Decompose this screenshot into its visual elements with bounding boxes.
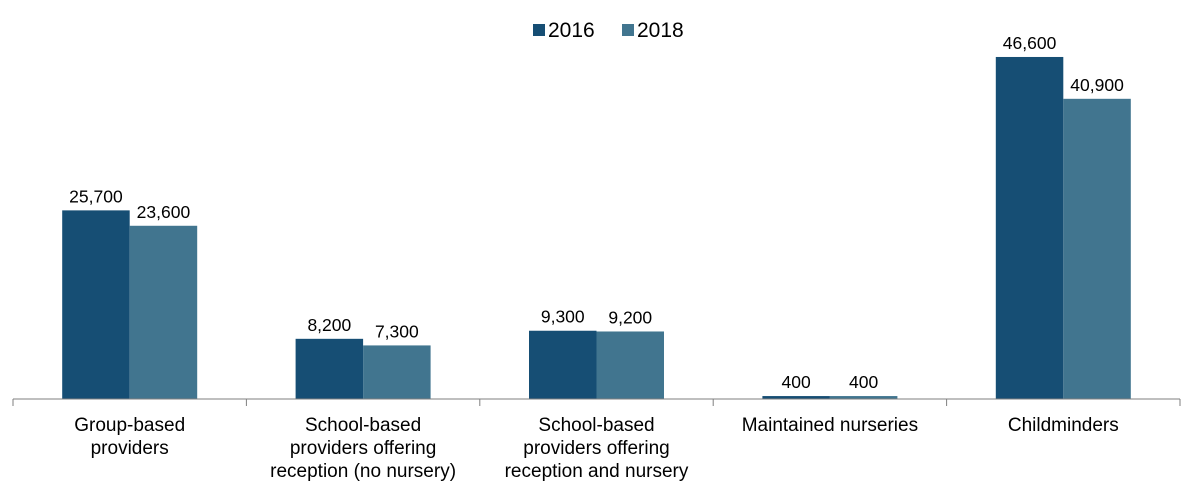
bars-group bbox=[62, 56, 1131, 399]
data-label-2016-cat-0: 25,700 bbox=[69, 186, 123, 206]
category-label-0-line-0: Group-based bbox=[74, 415, 185, 436]
legend-swatch-2016 bbox=[533, 24, 545, 36]
category-label-2-line-2: reception and nursery bbox=[505, 461, 689, 482]
category-labels-group: Group-basedprovidersSchool-basedprovider… bbox=[74, 415, 1118, 482]
bar-2016-cat-1 bbox=[295, 338, 364, 399]
category-label-2-line-1: providers offering bbox=[523, 438, 669, 459]
bar-2016-cat-4 bbox=[995, 56, 1064, 399]
value-labels-group: 25,700 23,600 8,200 7,300 9,300 9,200 400 400 46… bbox=[69, 33, 1124, 392]
legend-label-2018: 2018 bbox=[637, 19, 684, 42]
data-label-2018-cat-4: 40,900 bbox=[1070, 75, 1124, 95]
bar-2018-cat-0 bbox=[129, 225, 198, 399]
bar-2018-cat-4 bbox=[1063, 98, 1131, 399]
category-label-1-line-0: School-based bbox=[305, 415, 421, 436]
data-label-2016-cat-4: 46,600 bbox=[1003, 33, 1057, 53]
category-label-0-line-1: providers bbox=[91, 438, 169, 459]
legend-swatch-2018 bbox=[622, 24, 634, 36]
bar-2018-cat-1 bbox=[363, 345, 431, 399]
bar-2016-cat-2 bbox=[529, 330, 597, 399]
legend: 2016 2018 bbox=[533, 19, 684, 42]
data-label-2018-cat-0: 23,600 bbox=[137, 202, 191, 222]
data-label-2016-cat-3: 400 bbox=[782, 372, 811, 392]
bar-2016-cat-0 bbox=[62, 210, 130, 399]
bar-2018-cat-3 bbox=[829, 396, 898, 399]
data-label-2018-cat-3: 400 bbox=[849, 372, 878, 392]
data-label-2016-cat-1: 8,200 bbox=[307, 315, 351, 335]
category-label-3-line-0: Maintained nurseries bbox=[742, 415, 918, 436]
category-label-4-line-0: Childminders bbox=[1008, 415, 1119, 436]
x-axis-ticks bbox=[12, 399, 1181, 406]
data-label-2018-cat-2: 9,200 bbox=[608, 307, 652, 327]
bar-2018-cat-2 bbox=[596, 331, 664, 399]
category-label-1-line-2: reception (no nursery) bbox=[270, 461, 456, 482]
bar-2016-cat-3 bbox=[762, 396, 830, 399]
data-label-2016-cat-2: 9,300 bbox=[541, 307, 585, 327]
category-label-1-line-1: providers offering bbox=[290, 438, 436, 459]
category-label-2-line-0: School-based bbox=[538, 415, 654, 436]
legend-label-2016: 2016 bbox=[548, 19, 595, 42]
data-label-2018-cat-1: 7,300 bbox=[375, 321, 419, 341]
